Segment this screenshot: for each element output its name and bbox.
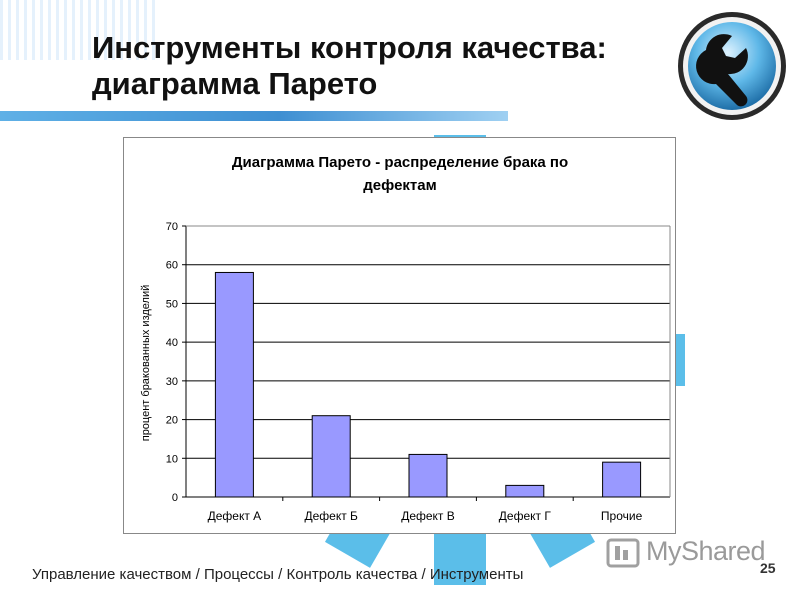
x-tick-label: Дефект Г: [499, 509, 552, 523]
y-tick-label: 20: [166, 415, 178, 427]
x-tick-label: Дефект Б: [304, 509, 358, 523]
watermark-text: MyShared: [646, 536, 766, 566]
y-tick-label: 30: [166, 376, 178, 388]
x-tick-label: Прочие: [601, 509, 643, 523]
bar: [214, 271, 254, 498]
slide-title-line1: Инструменты контроля качества:: [92, 30, 607, 65]
bar: [505, 484, 545, 498]
chart-frame: Диаграмма Парето - распределение брака п…: [123, 137, 676, 534]
y-tick-label: 40: [166, 337, 178, 349]
chart-title-line2: дефектам: [363, 177, 436, 194]
pareto-chart: Диаграмма Парето - распределение брака п…: [140, 154, 671, 523]
y-axis-label: процент бракованных изделий: [140, 285, 152, 442]
title-underline-bar: [0, 111, 508, 121]
chart-title-line1: Диаграмма Парето - распределение брака п…: [232, 154, 568, 171]
y-tick-label: 10: [166, 453, 178, 465]
y-tick-label: 0: [172, 492, 178, 504]
footer-breadcrumb: Управление качеством / Процессы / Контро…: [32, 566, 524, 583]
y-tick-label: 50: [166, 298, 178, 310]
bar: [408, 453, 448, 498]
slide-title-line2: диаграмма Парето: [92, 66, 378, 101]
wrench-icon: [678, 12, 786, 120]
x-tick-label: Дефект В: [401, 509, 455, 523]
y-tick-label: 70: [166, 221, 178, 233]
y-tick-label: 60: [166, 260, 178, 272]
bar: [311, 415, 351, 498]
x-tick-label: Дефект А: [208, 509, 262, 523]
stripe-decoration: [0, 0, 160, 60]
bar: [602, 461, 642, 498]
watermark-logo: [606, 538, 640, 568]
page-number: 25: [760, 560, 776, 576]
slide-title: Инструменты контроля качества: диаграмма…: [92, 30, 652, 102]
